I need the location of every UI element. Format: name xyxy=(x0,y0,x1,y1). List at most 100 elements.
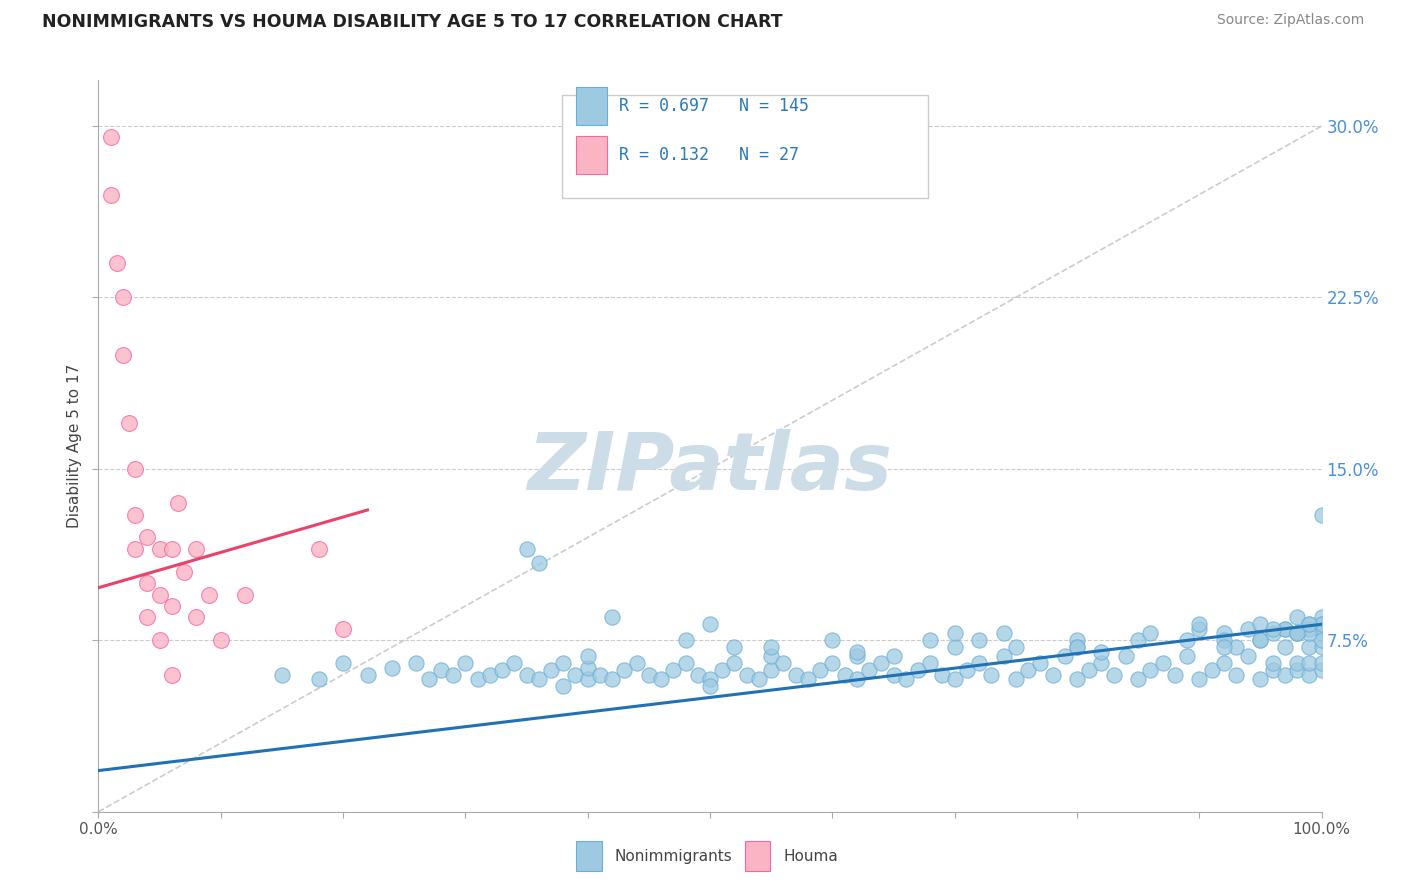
Point xyxy=(105,256,128,270)
Point xyxy=(118,416,141,430)
Point xyxy=(1066,672,1088,686)
Point xyxy=(1274,622,1296,636)
Point xyxy=(711,663,734,677)
Point xyxy=(173,565,195,579)
Point xyxy=(1115,649,1137,664)
Point xyxy=(699,617,721,632)
Point xyxy=(270,667,294,681)
Point xyxy=(418,672,440,686)
Point xyxy=(454,656,477,670)
Point xyxy=(1139,663,1161,677)
Point xyxy=(1310,622,1333,636)
Point xyxy=(1175,649,1198,664)
Point xyxy=(1053,649,1076,664)
Point xyxy=(699,679,721,693)
Point xyxy=(186,541,208,556)
Point xyxy=(136,610,159,624)
Point xyxy=(149,633,172,648)
Point xyxy=(124,508,146,522)
Point xyxy=(1298,617,1320,632)
Point xyxy=(564,667,586,681)
Point xyxy=(111,347,134,362)
Point xyxy=(1274,667,1296,681)
Point xyxy=(858,663,880,677)
Point xyxy=(1201,663,1223,677)
Point xyxy=(613,663,636,677)
Point xyxy=(1188,617,1211,632)
Point xyxy=(553,679,575,693)
Point xyxy=(772,656,794,670)
Text: R = 0.132   N = 27: R = 0.132 N = 27 xyxy=(619,146,799,164)
Point xyxy=(1298,640,1320,655)
Point xyxy=(1212,633,1234,648)
Point xyxy=(167,496,190,510)
Point xyxy=(160,667,183,681)
Point xyxy=(920,656,942,670)
Point xyxy=(1286,626,1309,640)
Point xyxy=(723,656,745,670)
Point xyxy=(845,672,868,686)
Text: NONIMMIGRANTS VS HOUMA DISABILITY AGE 5 TO 17 CORRELATION CHART: NONIMMIGRANTS VS HOUMA DISABILITY AGE 5 … xyxy=(42,13,783,31)
Point xyxy=(600,610,623,624)
Text: ZIPatlas: ZIPatlas xyxy=(527,429,893,507)
Point xyxy=(735,667,758,681)
Point xyxy=(1310,656,1333,670)
Point xyxy=(967,633,990,648)
Point xyxy=(1310,640,1333,655)
Point xyxy=(160,541,183,556)
Point xyxy=(723,640,745,655)
Point xyxy=(845,645,868,659)
Point xyxy=(576,672,599,686)
Point xyxy=(748,672,770,686)
Point xyxy=(124,541,146,556)
Point xyxy=(1225,667,1247,681)
Point xyxy=(1188,672,1211,686)
Point xyxy=(1286,656,1309,670)
Point xyxy=(883,649,905,664)
Point xyxy=(699,672,721,686)
Point xyxy=(993,649,1015,664)
Point xyxy=(980,667,1002,681)
Text: Houma: Houma xyxy=(783,849,838,863)
Point xyxy=(1066,633,1088,648)
Point xyxy=(1274,640,1296,655)
Point xyxy=(1225,640,1247,655)
Point xyxy=(662,663,685,677)
Point xyxy=(100,130,122,145)
Point xyxy=(1286,610,1309,624)
Point xyxy=(576,661,599,675)
Point xyxy=(821,656,844,670)
Point xyxy=(931,667,953,681)
Point xyxy=(1078,663,1101,677)
Point xyxy=(1310,610,1333,624)
Point xyxy=(1310,633,1333,648)
Point xyxy=(1212,626,1234,640)
Point xyxy=(993,626,1015,640)
Point xyxy=(1066,640,1088,655)
Point xyxy=(1286,663,1309,677)
Point xyxy=(430,663,453,677)
Point xyxy=(600,672,623,686)
Point xyxy=(943,640,966,655)
Point xyxy=(111,290,134,304)
Point xyxy=(332,656,354,670)
Point xyxy=(1298,622,1320,636)
Point xyxy=(883,667,905,681)
Point xyxy=(761,663,783,677)
Point xyxy=(1310,508,1333,522)
Point xyxy=(1310,617,1333,632)
Y-axis label: Disability Age 5 to 17: Disability Age 5 to 17 xyxy=(66,364,82,528)
Point xyxy=(1212,640,1234,655)
Point xyxy=(1298,667,1320,681)
Point xyxy=(894,672,917,686)
Point xyxy=(589,667,612,681)
Point xyxy=(186,610,208,624)
Point xyxy=(441,667,464,681)
Point xyxy=(467,672,489,686)
Point xyxy=(808,663,831,677)
Point xyxy=(308,541,330,556)
Point xyxy=(1261,663,1284,677)
Point xyxy=(515,541,537,556)
Point xyxy=(761,649,783,664)
Point xyxy=(233,588,256,602)
